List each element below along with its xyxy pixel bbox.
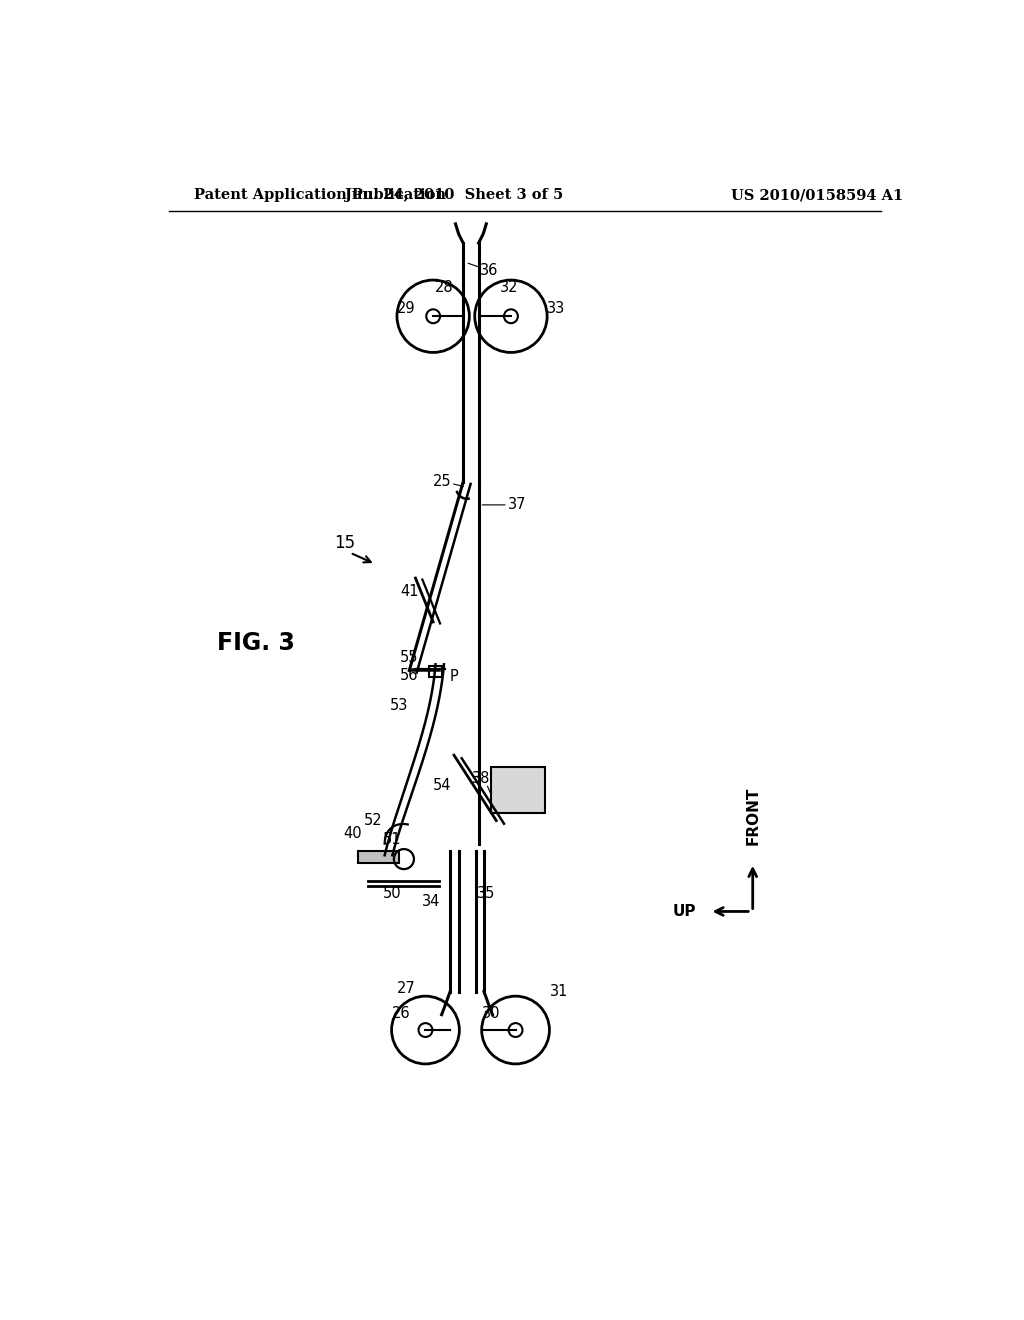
Text: 30: 30 xyxy=(481,1006,500,1020)
Text: 41: 41 xyxy=(400,583,419,599)
Text: 29: 29 xyxy=(397,301,416,315)
Text: 36: 36 xyxy=(480,263,499,277)
Text: 28: 28 xyxy=(434,280,454,296)
Text: UP: UP xyxy=(673,904,696,919)
Text: 35: 35 xyxy=(477,886,496,902)
Text: 32: 32 xyxy=(500,280,518,296)
Text: 53: 53 xyxy=(389,697,408,713)
Text: 15: 15 xyxy=(334,535,355,552)
Text: 54: 54 xyxy=(433,779,452,793)
Text: Jun. 24, 2010  Sheet 3 of 5: Jun. 24, 2010 Sheet 3 of 5 xyxy=(345,189,563,202)
Bar xyxy=(490,767,545,813)
Text: 56: 56 xyxy=(400,668,419,684)
Text: 51: 51 xyxy=(383,833,401,847)
Text: Patent Application Publication: Patent Application Publication xyxy=(194,189,445,202)
Text: 31: 31 xyxy=(550,983,568,999)
Bar xyxy=(358,850,398,863)
Text: FRONT: FRONT xyxy=(745,787,760,845)
Text: 55: 55 xyxy=(400,649,419,665)
Text: 38: 38 xyxy=(472,771,490,785)
Bar xyxy=(429,665,441,677)
Text: US 2010/0158594 A1: US 2010/0158594 A1 xyxy=(731,189,903,202)
Text: 26: 26 xyxy=(392,1006,411,1020)
Text: 34: 34 xyxy=(422,894,440,909)
Text: 52: 52 xyxy=(364,813,382,828)
Text: 37: 37 xyxy=(508,498,526,512)
Text: 25: 25 xyxy=(433,474,452,488)
Text: FIG. 3: FIG. 3 xyxy=(217,631,295,656)
Text: 27: 27 xyxy=(397,981,416,997)
Text: 50: 50 xyxy=(383,886,401,902)
Text: 33: 33 xyxy=(547,301,565,315)
Text: P: P xyxy=(450,669,459,684)
Text: 40: 40 xyxy=(343,826,361,841)
